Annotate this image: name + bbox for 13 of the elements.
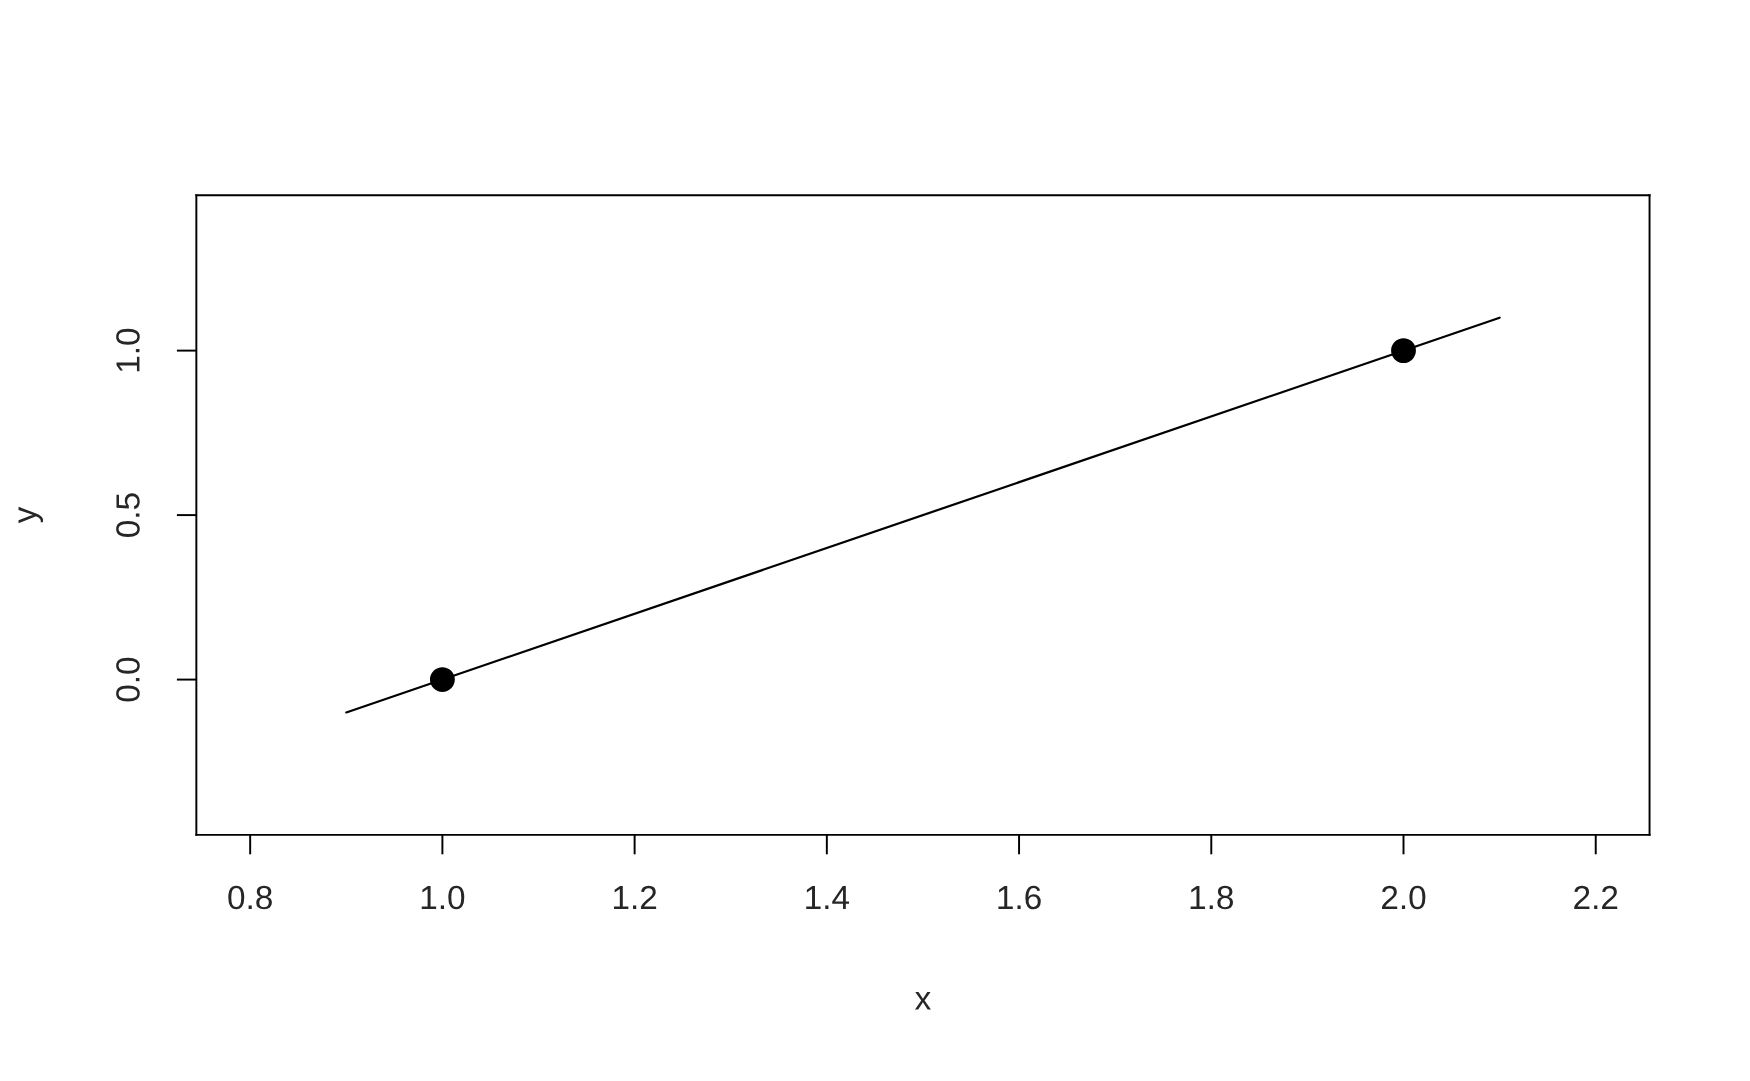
y-axis-title: y (18, 506, 44, 524)
x-tick-label: 1.4 (806, 886, 850, 910)
x-axis-title: x (914, 991, 931, 1010)
x-tick-label: 1.0 (421, 885, 465, 910)
y-tick-label: 0.5 (116, 493, 140, 537)
y-tick-label: 0.0 (116, 657, 140, 702)
x-tick-label: 2.0 (1382, 885, 1426, 910)
x-tick-label: 1.2 (613, 885, 657, 910)
x-tick-label: 1.8 (1190, 885, 1233, 910)
x-tick-label: 0.8 (228, 885, 272, 910)
y-tick-label: 1.0 (116, 328, 140, 372)
x-tick-label: 2.2 (1574, 885, 1618, 910)
x-tick-label: 1.6 (998, 885, 1041, 910)
